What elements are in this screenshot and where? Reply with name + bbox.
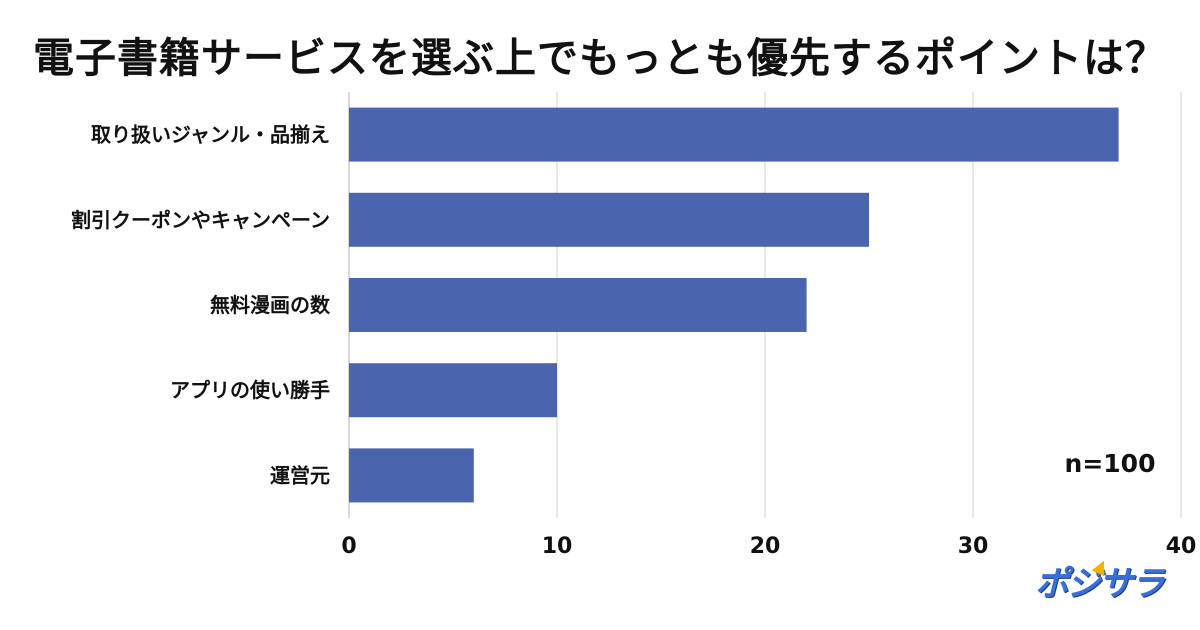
x-tick-label: 30 xyxy=(958,534,989,559)
category-label: 無料漫画の数 xyxy=(210,293,331,317)
bar xyxy=(349,192,869,247)
brand-logo: ポジサラ xyxy=(1035,564,1165,604)
category-label: アプリの使い勝手 xyxy=(170,378,330,402)
x-tick-label: 0 xyxy=(341,534,356,559)
bars xyxy=(349,107,1119,503)
chart-title: 電子書籍サービスを選ぶ上でもっとも優先するポイントは？ xyxy=(33,34,1167,82)
x-tick-label: 40 xyxy=(1166,534,1197,559)
bar xyxy=(349,107,1119,162)
bar xyxy=(349,448,474,503)
category-label: 運営元 xyxy=(270,463,330,487)
sample-size-annotation: n=100 xyxy=(1065,449,1156,478)
x-tick-label: 20 xyxy=(750,534,781,559)
category-labels: 取り扱いジャンル・品揃え割引クーポンやキャンペーン無料漫画の数アプリの使い勝手運… xyxy=(71,123,331,488)
x-tick-label: 10 xyxy=(542,534,573,559)
category-label: 割引クーポンやキャンペーン xyxy=(71,208,330,232)
bar xyxy=(349,363,557,418)
x-tick-labels: 0 10 20 30 40 xyxy=(341,534,1196,559)
category-label: 取り扱いジャンル・品揃え xyxy=(91,123,330,147)
bar xyxy=(349,278,807,332)
